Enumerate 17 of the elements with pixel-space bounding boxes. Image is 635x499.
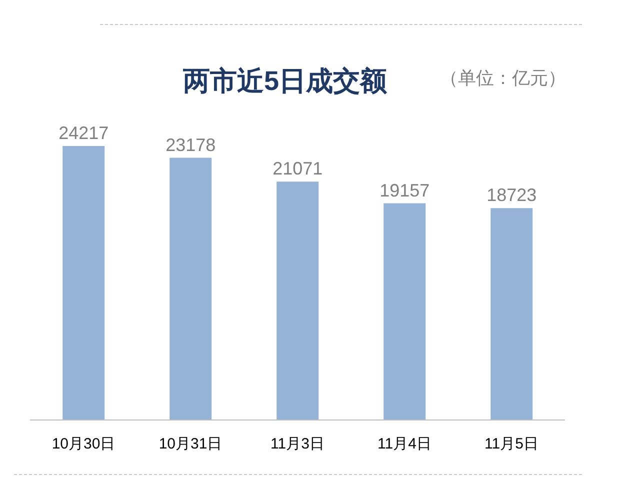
data-label: 19157 <box>380 180 430 200</box>
data-label: 23178 <box>166 134 216 155</box>
x-tick-label: 11月4日 <box>378 436 432 453</box>
x-tick-label: 10月31日 <box>158 436 222 453</box>
bar <box>170 158 212 420</box>
data-label: 21071 <box>272 158 323 179</box>
bar <box>62 146 105 420</box>
bar <box>276 182 319 420</box>
bar <box>384 203 426 420</box>
data-label: 24217 <box>58 123 109 143</box>
data-label: 18723 <box>486 185 537 206</box>
text: （单位：亿元） <box>440 67 566 90</box>
x-tick-label: 11月3日 <box>270 436 324 453</box>
bar <box>490 208 533 420</box>
chart-title: 两市近5日成交额 <box>182 65 388 98</box>
x-tick-label: 11月5日 <box>484 436 538 453</box>
x-tick-label: 10月30日 <box>52 436 116 453</box>
